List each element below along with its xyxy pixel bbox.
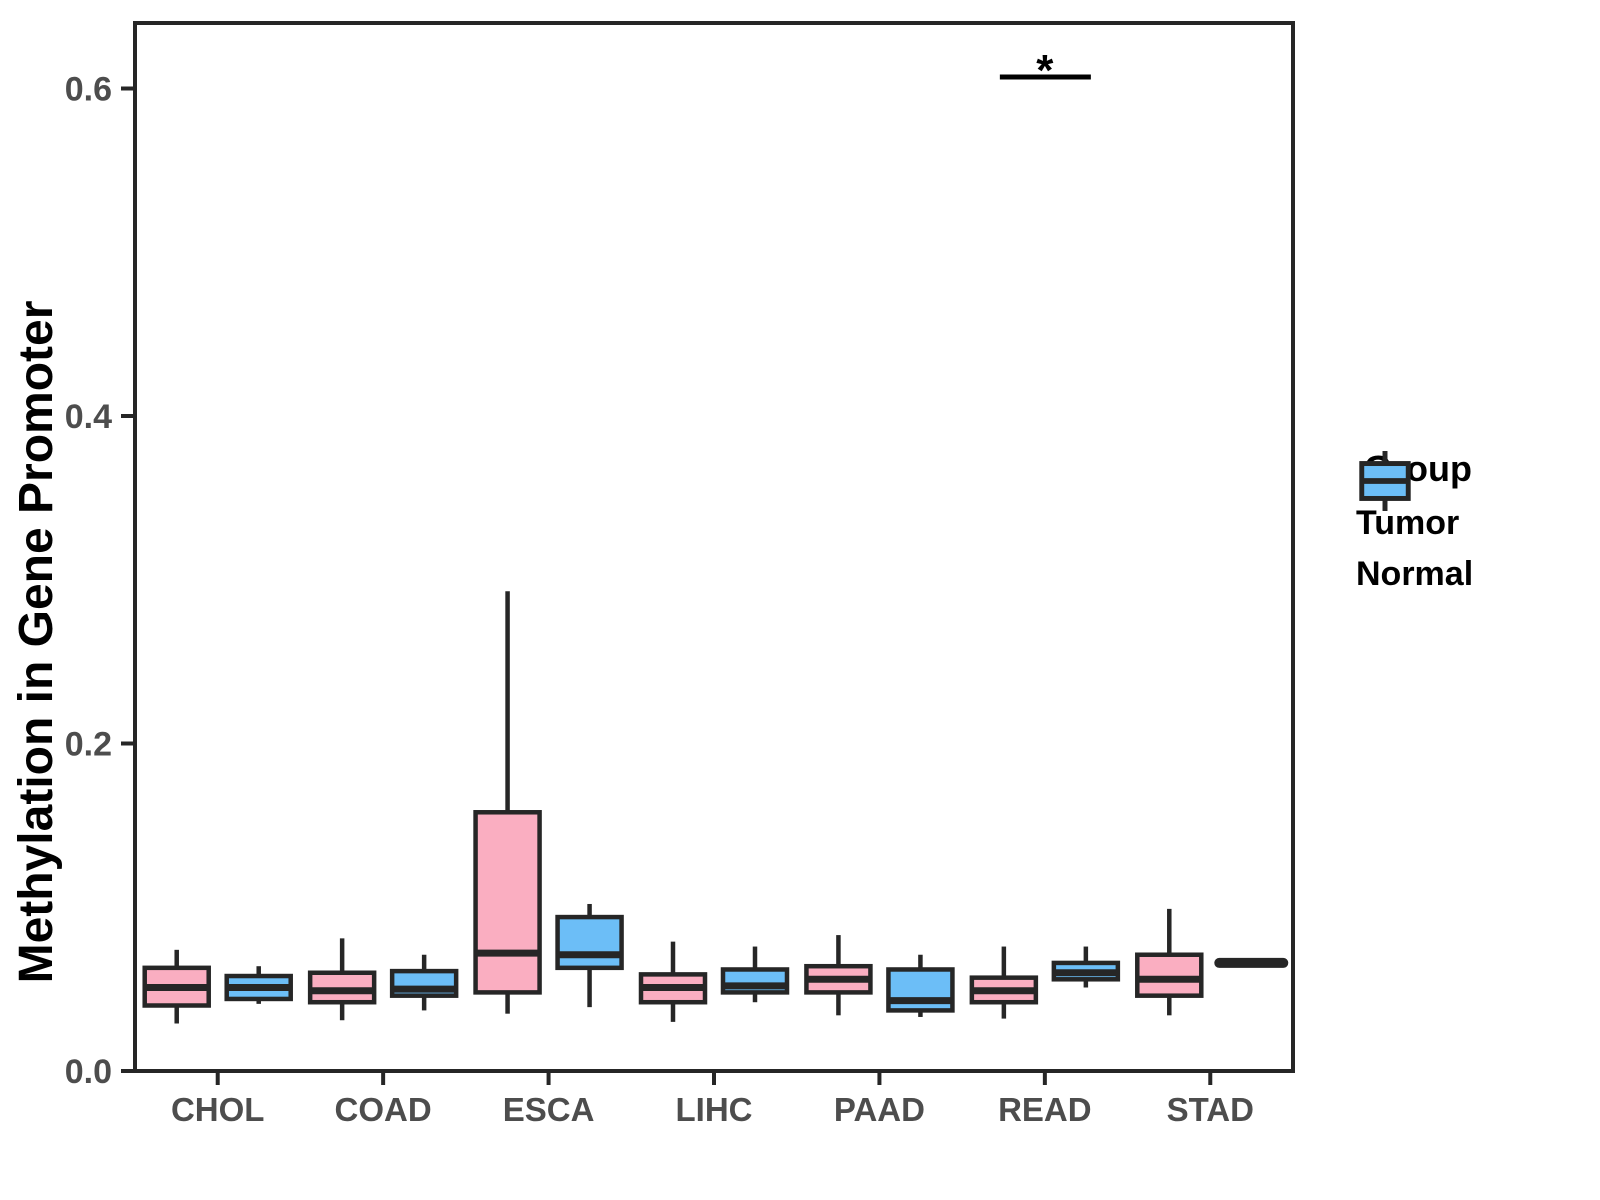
x-label-CHOL: CHOL	[171, 1091, 265, 1128]
y-tick-label-0.6: 0.6	[65, 71, 112, 109]
boxplot-ESCA-tumor-box	[473, 810, 542, 995]
legend: Group Tumor Normal	[1356, 448, 1473, 594]
normal-boxplot-key-icon	[1359, 451, 1411, 511]
x-label-ESCA: ESCA	[503, 1091, 595, 1128]
panel-border	[133, 21, 1295, 1073]
y-tick-label-0.2: 0.2	[65, 726, 112, 764]
legend-item-normal: Normal	[1356, 451, 1474, 594]
y-axis-title: Methylation in Gene Promoter	[10, 301, 63, 984]
x-label-COAD: COAD	[335, 1091, 432, 1128]
legend-label-tumor: Tumor	[1356, 504, 1460, 542]
x-label-READ: READ	[998, 1091, 1092, 1128]
y-tick-label-0.4: 0.4	[65, 398, 112, 436]
x-label-STAD: STAD	[1167, 1091, 1254, 1128]
legend-label-normal: Normal	[1356, 555, 1474, 593]
significance-star: *	[1036, 46, 1054, 95]
boxplot-STAD-tumor-box	[1135, 952, 1204, 998]
y-tick-label-0.0: 0.0	[65, 1053, 112, 1091]
x-label-LIHC: LIHC	[676, 1091, 753, 1128]
boxplot-ESCA-normal-box	[555, 914, 624, 971]
x-label-PAAD: PAAD	[834, 1091, 925, 1128]
boxplot-PAAD-normal-box	[886, 967, 955, 1013]
plot-area: 0.0 0.2 0.4 0.6 CHOL COAD ESCA LIHC PAAD READ STAD…	[65, 21, 1295, 1128]
